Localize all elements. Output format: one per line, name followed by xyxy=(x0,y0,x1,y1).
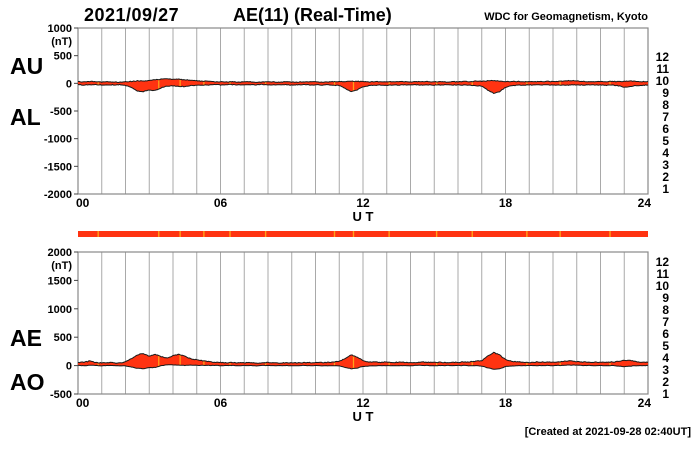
station-count-4: 4 xyxy=(662,351,669,365)
station-count-10: 10 xyxy=(656,279,670,293)
station-count-6: 6 xyxy=(662,122,669,136)
station-bar-fill xyxy=(78,231,648,237)
station-count-12: 12 xyxy=(656,255,670,269)
station-count-5: 5 xyxy=(662,339,669,353)
station-count-1: 1 xyxy=(662,182,669,196)
station-count-7: 7 xyxy=(662,315,669,329)
plot-date: 2021/09/27 xyxy=(84,5,180,25)
y-tick-label: -500 xyxy=(50,106,72,118)
created-timestamp: [Created at 2021-09-28 02:40UT] xyxy=(524,426,691,438)
ae-label: AE xyxy=(10,325,42,351)
x-tick-label: 00 xyxy=(76,196,90,210)
al-label: AL xyxy=(10,104,41,130)
organization-label: WDC for Geomagnetism, Kyoto xyxy=(484,11,648,23)
station-count-3: 3 xyxy=(662,158,669,172)
station-count-10: 10 xyxy=(656,74,670,88)
y-axis-unit: (nT) xyxy=(51,36,72,48)
station-count-8: 8 xyxy=(662,303,669,317)
station-count-11: 11 xyxy=(656,62,669,76)
x-tick-label: 12 xyxy=(356,396,370,410)
ao-trace xyxy=(77,364,648,370)
y-tick-label: 1000 xyxy=(48,304,72,316)
y-tick-label: 1500 xyxy=(48,275,72,287)
ao-label: AO xyxy=(10,369,45,395)
y-tick-label: -1000 xyxy=(44,134,72,146)
y-tick-label: 1000 xyxy=(48,23,72,35)
x-axis-label: U T xyxy=(353,409,374,424)
au-trace xyxy=(77,78,649,84)
y-tick-label: 2000 xyxy=(48,247,72,259)
x-tick-label: 12 xyxy=(356,196,370,210)
y-tick-label: 0 xyxy=(66,361,72,373)
station-count-1: 1 xyxy=(662,387,669,401)
x-axis-label: U T xyxy=(353,209,374,224)
y-tick-label: -2000 xyxy=(44,189,72,201)
index-band-fill xyxy=(78,78,648,94)
x-tick-label: 24 xyxy=(638,196,652,210)
x-tick-label: 18 xyxy=(499,196,513,210)
x-tick-label: 00 xyxy=(76,396,90,410)
plot-title: AE(11) (Real-Time) xyxy=(233,5,392,25)
station-count-2: 2 xyxy=(662,375,669,389)
x-tick-label: 06 xyxy=(214,196,228,210)
station-count-11: 11 xyxy=(656,267,669,281)
station-count-2: 2 xyxy=(662,170,669,184)
ae-trace xyxy=(77,351,649,364)
au-label: AU xyxy=(10,53,44,79)
station-count-9: 9 xyxy=(662,86,669,100)
station-count-8: 8 xyxy=(662,98,669,112)
station-count-7: 7 xyxy=(662,110,669,124)
al-trace xyxy=(77,83,649,95)
y-tick-label: 500 xyxy=(54,51,72,63)
y-tick-label: -1500 xyxy=(44,161,72,173)
station-count-5: 5 xyxy=(662,134,669,148)
station-count-12: 12 xyxy=(656,50,670,64)
x-tick-label: 24 xyxy=(638,396,652,410)
y-tick-label: 0 xyxy=(66,78,72,90)
station-count-bar xyxy=(78,231,648,237)
y-tick-label: -500 xyxy=(50,389,72,401)
y-tick-label: 500 xyxy=(54,332,72,344)
y-axis-unit: (nT) xyxy=(51,260,72,272)
x-tick-label: 06 xyxy=(214,396,228,410)
station-count-3: 3 xyxy=(662,363,669,377)
station-count-9: 9 xyxy=(662,291,669,305)
station-count-6: 6 xyxy=(662,327,669,341)
x-tick-label: 18 xyxy=(499,396,513,410)
station-count-4: 4 xyxy=(662,146,669,160)
